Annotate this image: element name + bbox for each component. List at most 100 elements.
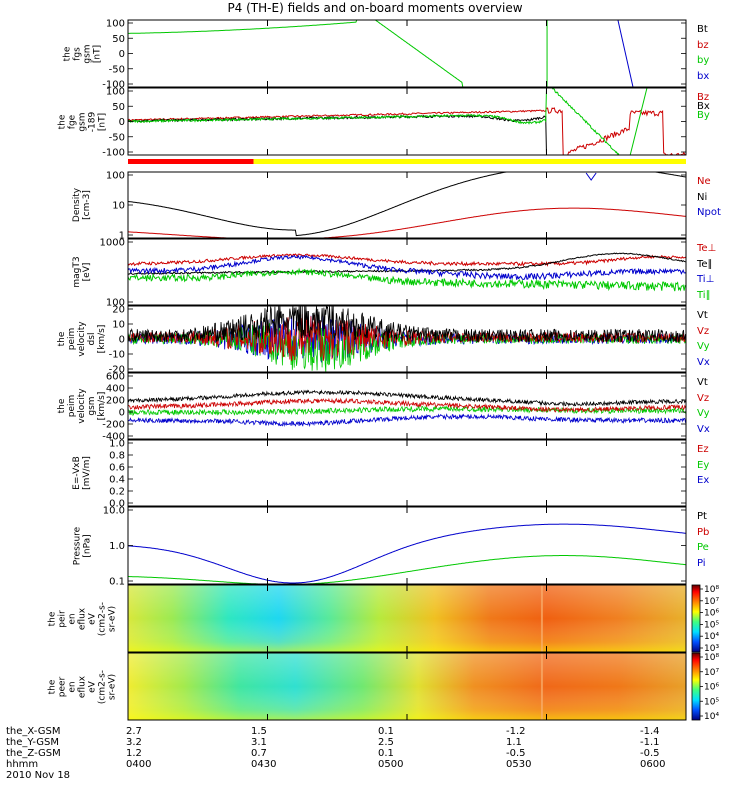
colorbar-label: 10⁵ (704, 697, 719, 707)
legend-vt: Vt (697, 377, 708, 388)
panel-pressure: 10.0 1.0 0.1 (103, 506, 687, 588)
vy-line (128, 404, 686, 417)
y-tick-label: 0.0 (109, 499, 125, 510)
y-tick-label: 100 (106, 19, 125, 30)
y-tick-label: 1 (119, 231, 125, 242)
ephemeris-value: 0500 (378, 759, 404, 770)
panel-temperature-data (128, 252, 686, 292)
y-axis-label-efield: E=-VxB [mV/m] (72, 456, 92, 490)
legend-vy: Vy (697, 341, 710, 352)
y-tick-label: 10 (112, 201, 125, 212)
y-tick-label: 200 (106, 396, 125, 407)
y-tick-label: 0 (119, 117, 125, 128)
ephemeris-value: 3.1 (251, 737, 267, 748)
y-axis-label-velocity-gsm: the peim velocity gsm [km/s] (57, 388, 107, 424)
pe-line (128, 555, 686, 584)
panel-density-data (128, 172, 686, 238)
panel-density: 100 10 1 (106, 171, 687, 242)
y-tick-label: 100 (106, 87, 125, 98)
y-axis-label-velocity-dsl: the peim velocity dsl [km/s] (57, 321, 107, 357)
y-axis-label-fgs: the fgs gsm [nT] (62, 43, 102, 64)
legend-ex: Ex (697, 475, 710, 486)
y-tick-label: -10 (109, 350, 125, 361)
y-tick-label: 0.6 (109, 463, 125, 474)
ephemeris-value: -1.1 (640, 737, 660, 748)
legend-vx: Vx (697, 356, 710, 368)
legend-tex: Te∥ (697, 258, 713, 270)
y-tick-label: 0 (119, 335, 125, 346)
panel-frame (127, 19, 687, 88)
ephemeris-value: 1.1 (506, 737, 522, 748)
mode-bar-fast (253, 159, 687, 164)
panel-frame (127, 87, 687, 156)
panel-velocity-dsl-data (128, 306, 686, 372)
panel-ion-spectrogram-data (128, 585, 686, 652)
legend-pi: Pi (697, 557, 706, 569)
ephemeris-value: 2.7 (126, 726, 142, 737)
ion-spectrogram-colorbar (691, 584, 701, 653)
y-tick-label: 0.2 (109, 487, 125, 498)
y-tick-label: 20 (112, 305, 125, 316)
ephemeris-label: the_X-GSM (6, 726, 61, 737)
legend-bx: Bx (697, 101, 710, 112)
panel-pressure-data (128, 523, 686, 584)
colorbar-label: 10³ (704, 644, 719, 654)
y-tick-label: 0 (119, 408, 125, 419)
legend-vt: Vt (697, 310, 708, 321)
panel-fge: 100 50 0 -50 -100 (102, 87, 687, 159)
legend-by: By (697, 110, 710, 121)
ephemeris-value: 0430 (251, 759, 277, 770)
legend-tex: Te⊥ (697, 243, 717, 254)
y-axis-label-fge: the fge gsm -189 [nT] (57, 111, 107, 132)
ephemeris-value: 0.7 (251, 748, 267, 759)
y-tick-label: 10.0 (103, 506, 125, 517)
legend-npot: Npot (697, 207, 721, 218)
colorbar-label: 10⁸ (704, 653, 719, 663)
legend-bz: Bz (697, 92, 710, 103)
ni-line (128, 172, 686, 237)
y-tick-label: 10 (112, 320, 125, 331)
legend-tix: Ti⊥ (697, 274, 715, 285)
y-tick-label: -50 (109, 132, 125, 143)
vx-line (128, 413, 686, 428)
y-tick-label: 0.4 (109, 475, 125, 486)
legend-pt: Pt (697, 511, 707, 522)
y-tick-label: 1000 (100, 238, 125, 249)
legend-bz: bz (697, 39, 709, 51)
panel-frame (127, 506, 687, 585)
ephemeris-value: 0600 (640, 759, 666, 770)
panel-efield: 1.00.80.60.40.20.0 (109, 439, 687, 510)
y-tick-label: 400 (106, 384, 125, 395)
panel-velocity-dsl: 20 10 0 -10 -20 (109, 305, 687, 376)
vt-line (128, 389, 686, 407)
mode-bar-slow (128, 159, 254, 164)
legend-by: by (697, 55, 710, 66)
plot-title: P4 (TH-E) fields and on-board moments ov… (227, 1, 523, 15)
ephemeris-label: hhmm (6, 759, 39, 770)
panel-fge-data (128, 88, 686, 155)
ephemeris-value: 3.2 (126, 737, 142, 748)
colorbar-label: 10⁷ (704, 668, 719, 678)
panel-electron-spectrogram: 10⁸ 10⁷ 10⁶ 10⁵ 10⁴ (127, 652, 719, 722)
y-tick-label: 50 (112, 34, 125, 45)
legend-ne: Ne (697, 176, 711, 187)
legend-vy: Vy (697, 408, 710, 419)
panel-frame (127, 439, 687, 507)
legend-ez: Ez (697, 444, 709, 455)
y-tick-label: -200 (102, 420, 125, 431)
y-tick-label: -100 (102, 148, 125, 159)
y-tick-label: 0.1 (109, 577, 125, 588)
legend-vz: Vz (697, 392, 710, 404)
y-tick-label: 600 (106, 372, 125, 383)
te-perp-line (128, 253, 686, 267)
ephemeris-value: 1.5 (251, 726, 267, 737)
colorbar-label: 10⁴ (704, 632, 719, 642)
y-tick-label: 1.0 (109, 541, 125, 552)
colorbar-label: 10⁸ (704, 585, 719, 595)
legend-bt: Bt (697, 24, 708, 35)
legend-pb: Pb (697, 526, 710, 538)
panel-velocity-gsm-data (128, 389, 686, 428)
